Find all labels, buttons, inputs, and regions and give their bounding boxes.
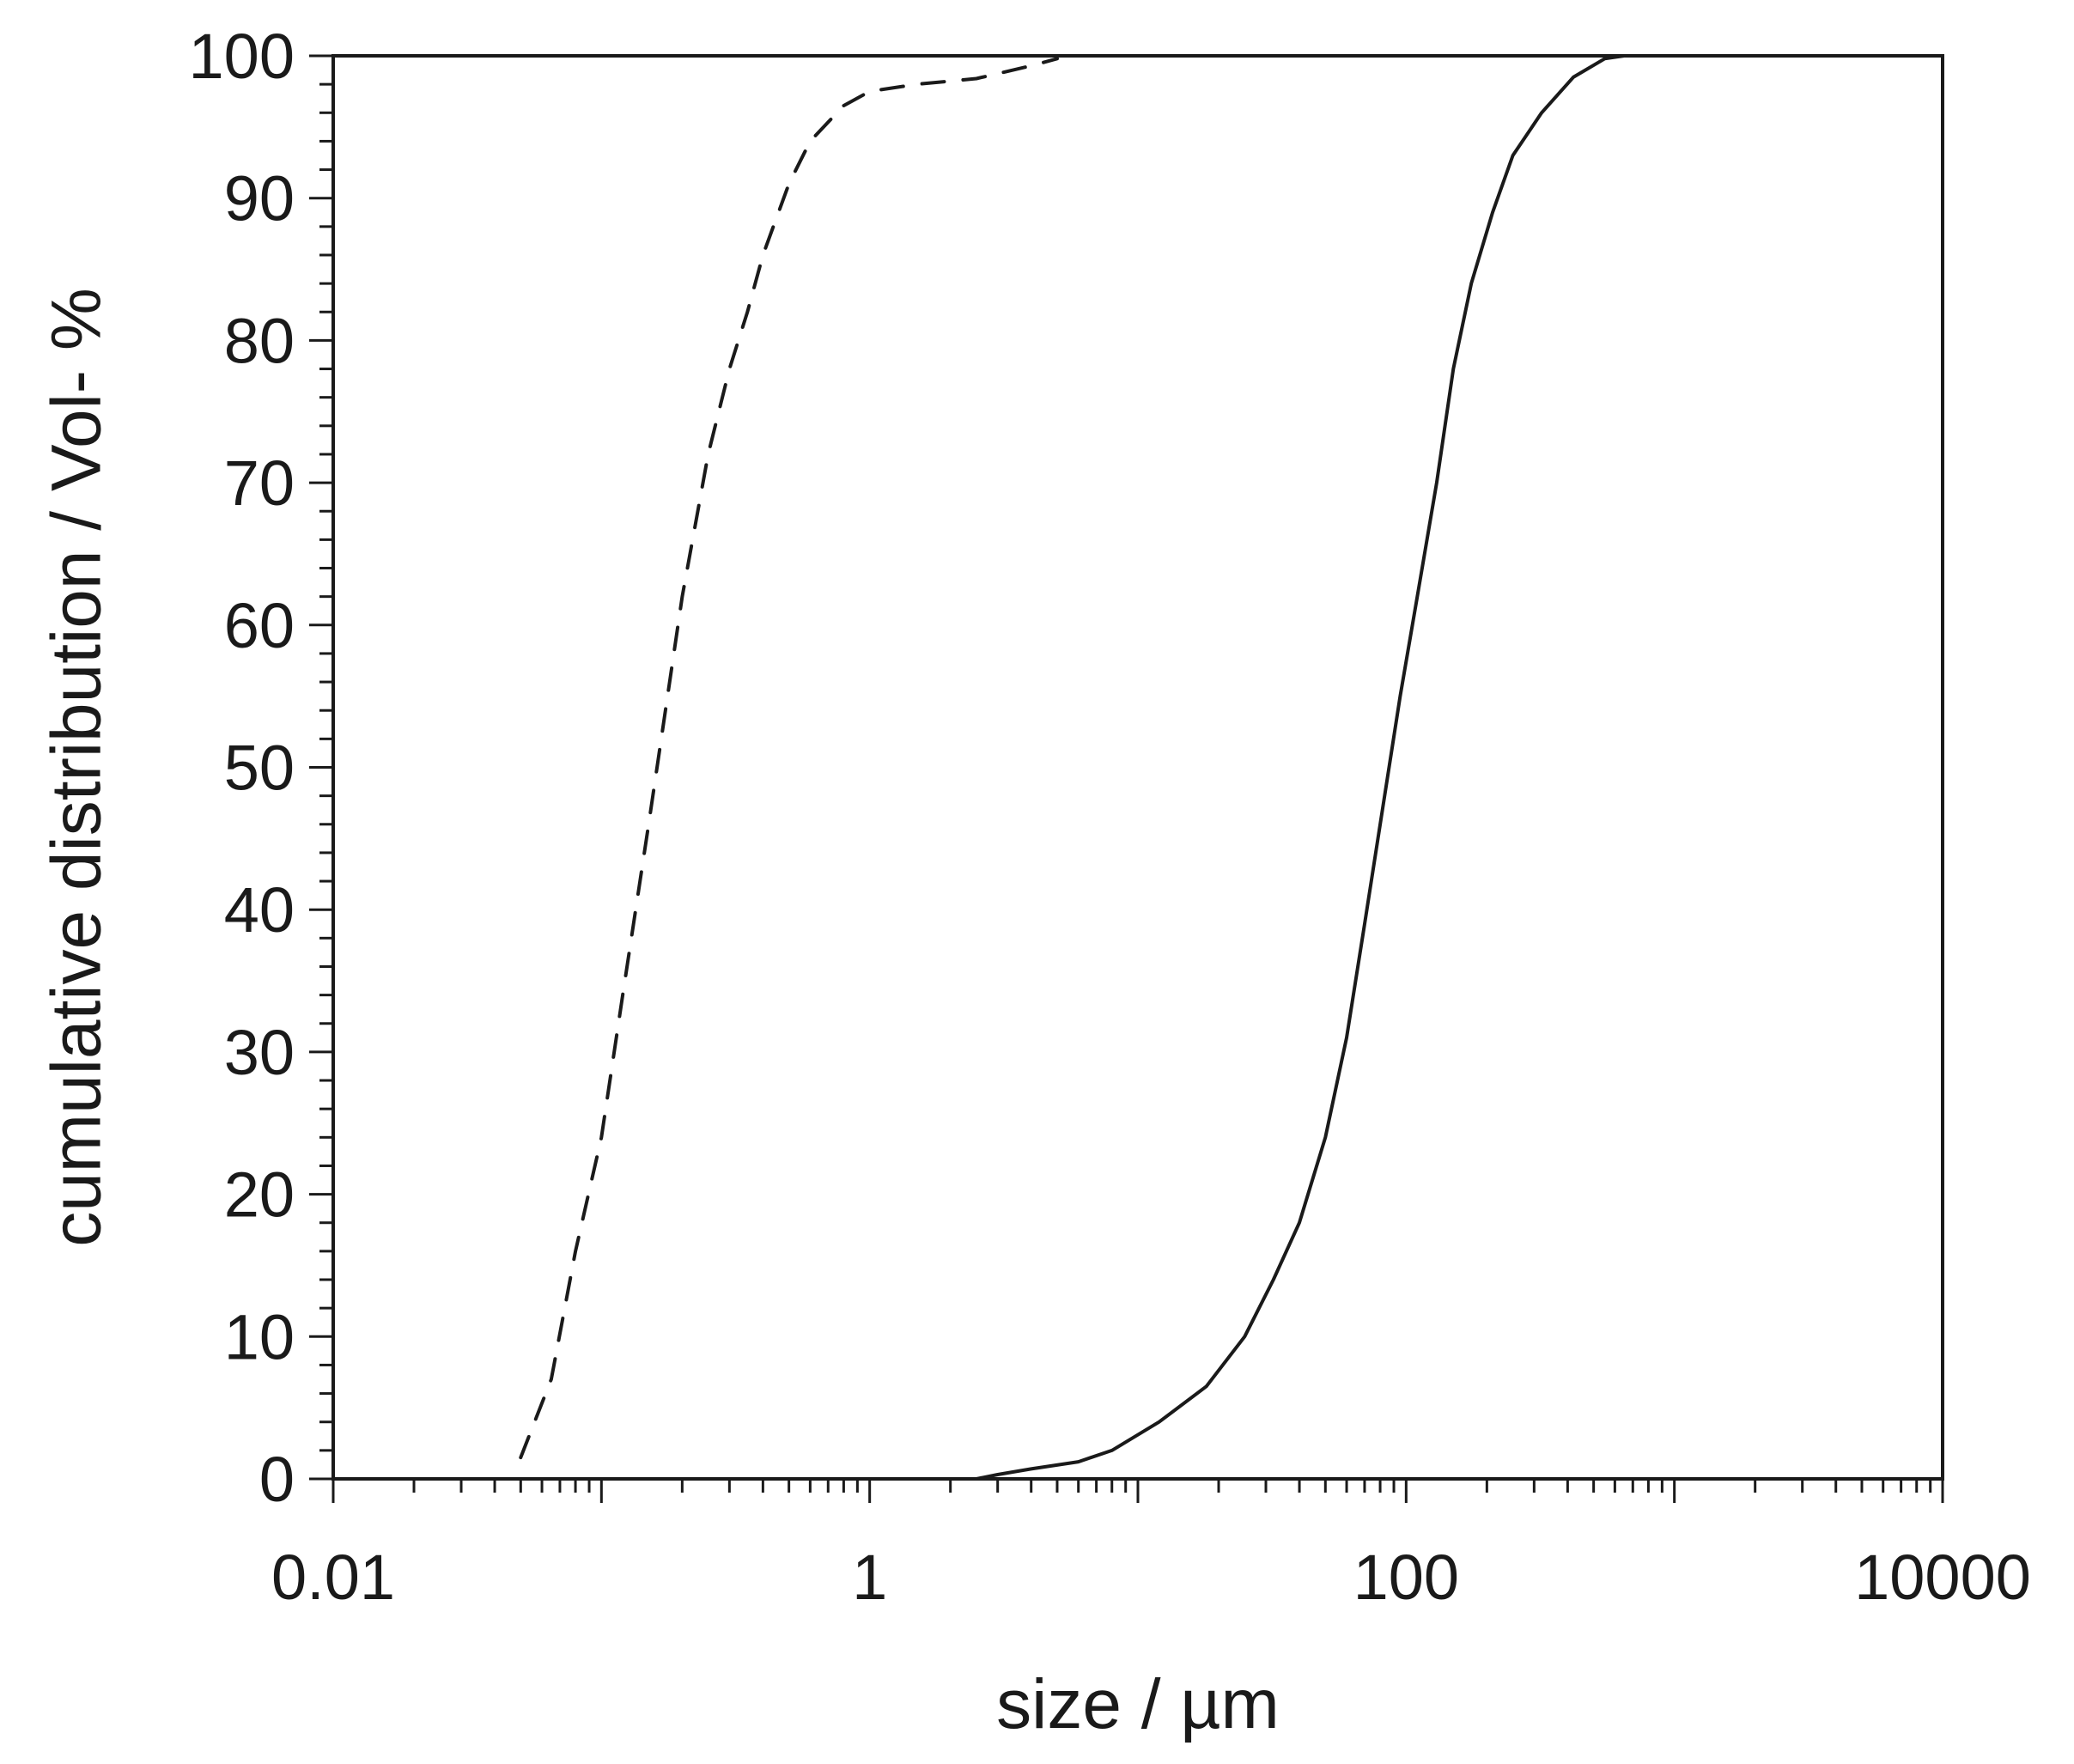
y-tick-label: 20 [224, 1159, 295, 1231]
x-axis-title: size / µm [996, 1665, 1280, 1743]
y-tick-label: 50 [224, 733, 295, 804]
x-tick-label: 1 [852, 1542, 887, 1613]
y-tick-label: 10 [224, 1301, 295, 1372]
y-tick-label: 90 [224, 163, 295, 234]
y-tick-label: 60 [224, 590, 295, 661]
x-tick-label: 0.01 [271, 1542, 395, 1613]
y-tick-label: 100 [189, 21, 295, 92]
y-tick-label: 30 [224, 1017, 295, 1088]
y-tick-label: 40 [224, 874, 295, 946]
y-tick-label: 0 [259, 1444, 295, 1515]
y-axis-title: cumulative distribution / Vol- % [38, 288, 116, 1247]
solid-distribution-line [412, 54, 1627, 1481]
labels-layer: 0 10 20 30 40 50 60 70 80 90 100 0.01 1 100 10000 [189, 21, 2031, 1613]
plot-frame [331, 54, 1944, 1481]
ticks-layer [309, 54, 1944, 1503]
x-tick-label: 10000 [1854, 1542, 2031, 1613]
y-tick-label: 70 [224, 447, 295, 519]
dashed-distribution-line [519, 57, 1059, 1460]
series-layer [412, 54, 1627, 1481]
x-tick-label: 100 [1353, 1542, 1459, 1613]
y-tick-label: 80 [224, 305, 295, 376]
